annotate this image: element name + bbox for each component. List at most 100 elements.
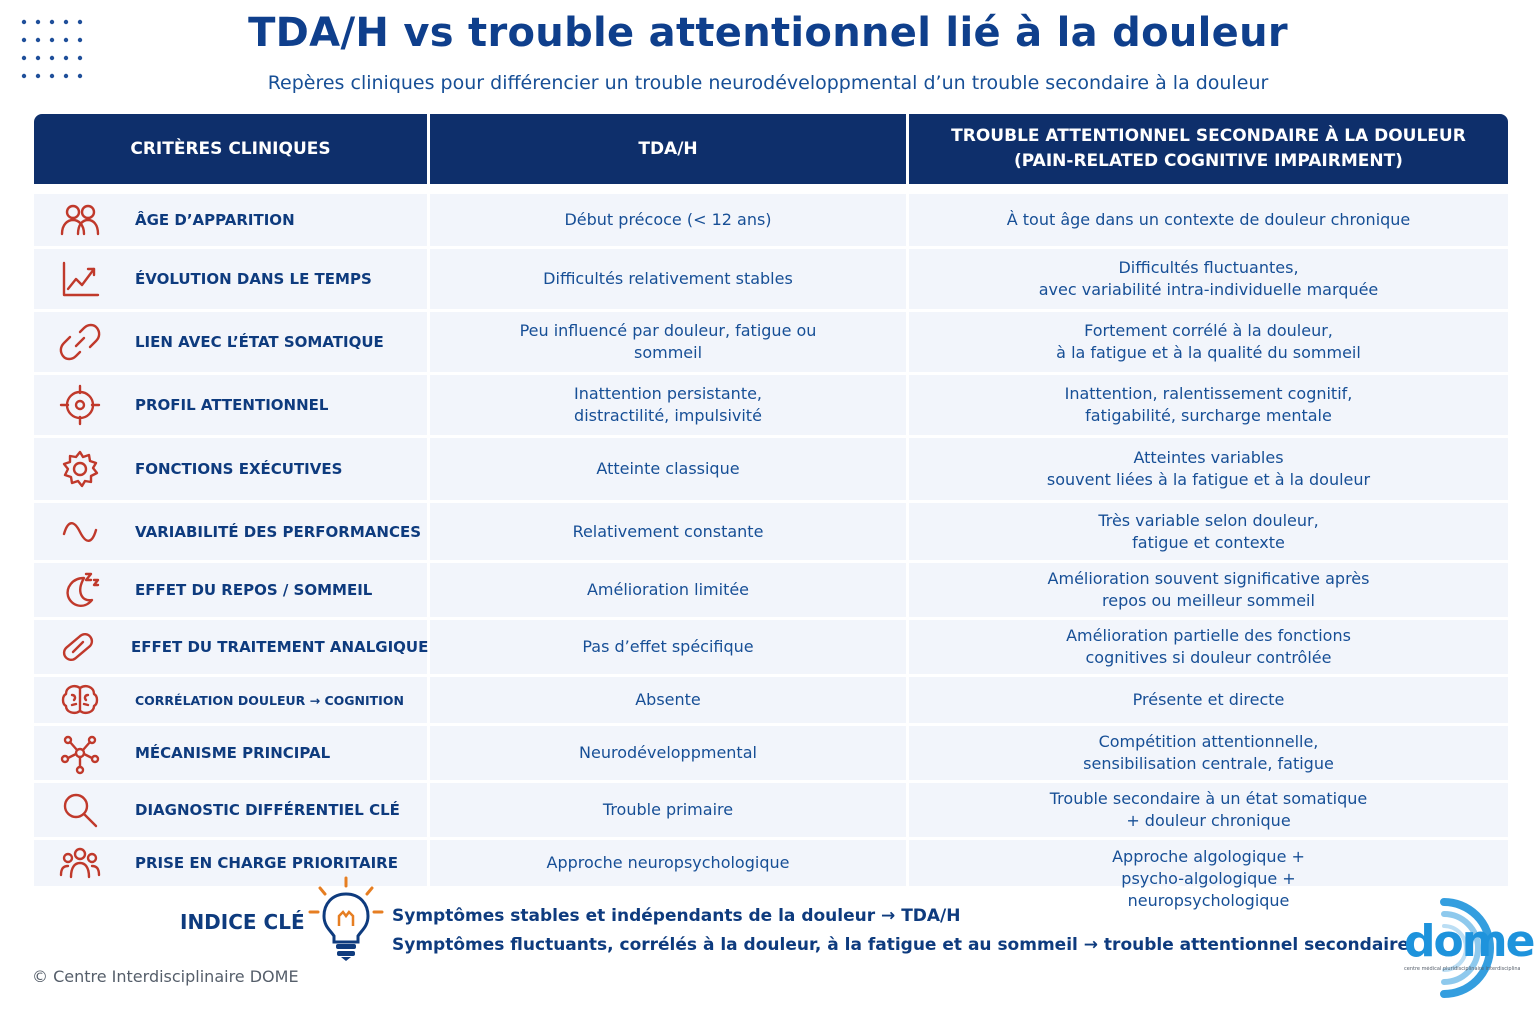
criterion-label: LIEN AVEC L’ÉTAT SOMATIQUE	[135, 333, 384, 351]
lightbulb-icon	[308, 876, 384, 961]
search-icon	[56, 788, 104, 832]
criterion-label: EFFET DU REPOS / SOMMEIL	[135, 581, 373, 599]
pain-cell: Approche algologique + psycho-algologique…	[909, 840, 1508, 910]
tdah-cell: Approche neuropsychologique	[430, 840, 909, 886]
criterion-label: FONCTIONS EXÉCUTIVES	[135, 460, 343, 478]
gear-icon	[56, 447, 104, 491]
criterion-cell: CORRÉLATION DOULEUR → COGNITION	[34, 677, 430, 723]
criterion-cell: DIAGNOSTIC DIFFÉRENTIEL CLÉ	[34, 783, 430, 837]
cell-text-line: Neurodéveloppmental	[579, 743, 757, 762]
cell-text-line: repos ou meilleur sommeil	[1102, 591, 1315, 610]
cell-text-line: Trouble secondaire à un état somatique	[1049, 789, 1368, 808]
group-icon	[56, 841, 104, 885]
table-row: ÂGE D’APPARITION Début précoce (< 12 ans)…	[34, 194, 1508, 246]
cell-text-line: Fortement corrélé à la douleur,	[1084, 321, 1333, 340]
page-title: TDA/H vs trouble attentionnel lié à la d…	[248, 10, 1288, 56]
cell-text-line: Amélioration souvent significative après	[1047, 569, 1370, 588]
criterion-cell: MÉCANISME PRINCIPAL	[34, 726, 430, 780]
criterion-label: DIAGNOSTIC DIFFÉRENTIEL CLÉ	[135, 801, 400, 819]
table-row: DIAGNOSTIC DIFFÉRENTIEL CLÉ Trouble prima…	[34, 783, 1508, 837]
dots-decoration	[21, 19, 83, 79]
criterion-label: CORRÉLATION DOULEUR → COGNITION	[135, 692, 404, 708]
dome-logo-icon	[1440, 898, 1494, 998]
pain-cell: Compétition attentionnelle, sensibilisati…	[909, 726, 1508, 780]
tdah-cell: Peu influencé par douleur, fatigue ou som…	[430, 312, 909, 372]
cell-text-line: Trouble primaire	[602, 800, 734, 819]
cell-text-line: Présente et directe	[1132, 690, 1285, 709]
cell-text-line: Difficultés fluctuantes,	[1118, 258, 1299, 277]
cell-text-line: À tout âge dans un contexte de douleur c…	[1006, 210, 1411, 229]
key-label: INDICE CLÉ	[180, 910, 305, 934]
table-row: VARIABILITÉ DES PERFORMANCES Relativement…	[34, 503, 1508, 560]
cell-text-line: Inattention, ralentissement cognitif,	[1064, 384, 1353, 403]
cell-text-line: Amélioration limitée	[586, 580, 750, 599]
link-icon	[56, 320, 104, 364]
cell-text-line: Relativement constante	[572, 521, 764, 541]
tdah-cell: Pas d’effet spécifique	[430, 620, 909, 674]
cell-text-line: Amélioration partielle des fonctions	[1066, 626, 1351, 645]
pain-cell: Présente et directe	[909, 677, 1508, 723]
criterion-cell: FONCTIONS EXÉCUTIVES	[34, 438, 430, 500]
tdah-cell: Inattention persistante, distractilité, i…	[430, 375, 909, 435]
pain-cell: Difficultés fluctuantes, avec variabilité…	[909, 249, 1508, 309]
network-icon	[56, 731, 104, 775]
pain-cell: Inattention, ralentissement cognitif, fat…	[909, 375, 1508, 435]
brain-icon	[56, 678, 104, 722]
key-line-secondary: Symptômes fluctuants, corrélés à la doul…	[392, 935, 1410, 955]
criterion-cell: ÉVOLUTION DANS LE TEMPS	[34, 249, 430, 309]
pill-icon	[56, 625, 100, 669]
table-row: FONCTIONS EXÉCUTIVES Atteinte classique At…	[34, 438, 1508, 500]
cell-text-line: Début précoce (< 12 ans)	[564, 210, 772, 229]
cell-text-line: distractilité, impulsivité	[574, 406, 762, 425]
table-row: MÉCANISME PRINCIPAL Neurodéveloppmental Co…	[34, 726, 1508, 780]
cell-text-line: Approche neuropsychologique	[546, 853, 790, 872]
cell-text-line: Peu influencé par douleur, fatigue ou	[519, 321, 817, 340]
table-row: EFFET DU TRAITEMENT ANALGIQUE Pas d’effet…	[34, 620, 1508, 674]
cell-text-line: avec variabilité intra-individuelle marq…	[1038, 280, 1379, 299]
cell-text-line: Très variable selon douleur,	[1098, 510, 1319, 530]
pain-cell: Amélioration souvent significative après…	[909, 563, 1508, 617]
pain-cell: À tout âge dans un contexte de douleur c…	[909, 194, 1508, 246]
cell-text-line: fatigue et contexte	[1132, 532, 1285, 552]
tdah-cell: Neurodéveloppmental	[430, 726, 909, 780]
criterion-cell: EFFET DU REPOS / SOMMEIL	[34, 563, 430, 617]
tdah-cell: Atteinte classique	[430, 438, 909, 500]
criterion-cell: ÂGE D’APPARITION	[34, 194, 430, 246]
cell-text-line: à la fatigue et à la qualité du sommeil	[1056, 343, 1361, 362]
table-row: LIEN AVEC L’ÉTAT SOMATIQUE Peu influencé …	[34, 312, 1508, 372]
table-row: PROFIL ATTENTIONNEL Inattention persistan…	[34, 375, 1508, 435]
criterion-cell: PROFIL ATTENTIONNEL	[34, 375, 430, 435]
cell-text-line: Atteintes variables	[1133, 448, 1284, 467]
dome-logo-text: dome	[1404, 916, 1535, 967]
page-subtitle: Repères cliniques pour différencier un t…	[267, 72, 1269, 94]
key-line-tdah: Symptômes stables et indépendants de la …	[392, 906, 961, 926]
column-header-pain: TROUBLE ATTENTIONNEL SECONDAIRE À LA DOU…	[951, 126, 1466, 171]
wave-icon	[56, 510, 104, 554]
cell-text-line: sensibilisation centrale, fatigue	[1083, 754, 1334, 773]
table-row: EFFET DU REPOS / SOMMEIL Amélioration lim…	[34, 563, 1508, 617]
criterion-label: PROFIL ATTENTIONNEL	[135, 396, 329, 414]
table-body: ÂGE D’APPARITION Début précoce (< 12 ans)…	[34, 194, 1508, 910]
copyright: © Centre Interdisciplinaire DOME	[32, 967, 299, 986]
cell-text-line: fatigabilité, surcharge mentale	[1085, 406, 1332, 425]
trend-chart-icon	[56, 257, 104, 301]
tdah-cell: Difficultés relativement stables	[430, 249, 909, 309]
column-header-tdah: TDA/H	[430, 114, 909, 184]
tdah-cell: Absente	[430, 677, 909, 723]
criterion-cell: EFFET DU TRAITEMENT ANALGIQUE	[34, 620, 430, 674]
cell-text-line: Approche algologique +	[1112, 847, 1305, 866]
pain-cell: Atteintes variables souvent liées à la fa…	[909, 438, 1508, 500]
criterion-label: MÉCANISME PRINCIPAL	[135, 744, 331, 762]
tdah-cell: Début précoce (< 12 ans)	[430, 194, 909, 246]
target-icon	[56, 383, 104, 427]
cell-text-line: Inattention persistante,	[573, 384, 763, 403]
criterion-cell: LIEN AVEC L’ÉTAT SOMATIQUE	[34, 312, 430, 372]
table-row: PRISE EN CHARGE PRIORITAIRE Approche neur…	[34, 840, 1508, 910]
cell-text-line: neuropsychologique	[1127, 891, 1290, 910]
cell-text-line: Atteinte classique	[596, 459, 740, 478]
pain-cell: Fortement corrélé à la douleur, à la fati…	[909, 312, 1508, 372]
cell-text-line: psycho-algologique +	[1121, 869, 1296, 888]
pain-cell: Très variable selon douleur, fatigue et c…	[909, 503, 1508, 560]
table-header: CRITÈRES CLINIQUES TDA/H TROUBLE ATTENTI…	[34, 114, 1508, 184]
criterion-cell: VARIABILITÉ DES PERFORMANCES	[34, 503, 430, 560]
